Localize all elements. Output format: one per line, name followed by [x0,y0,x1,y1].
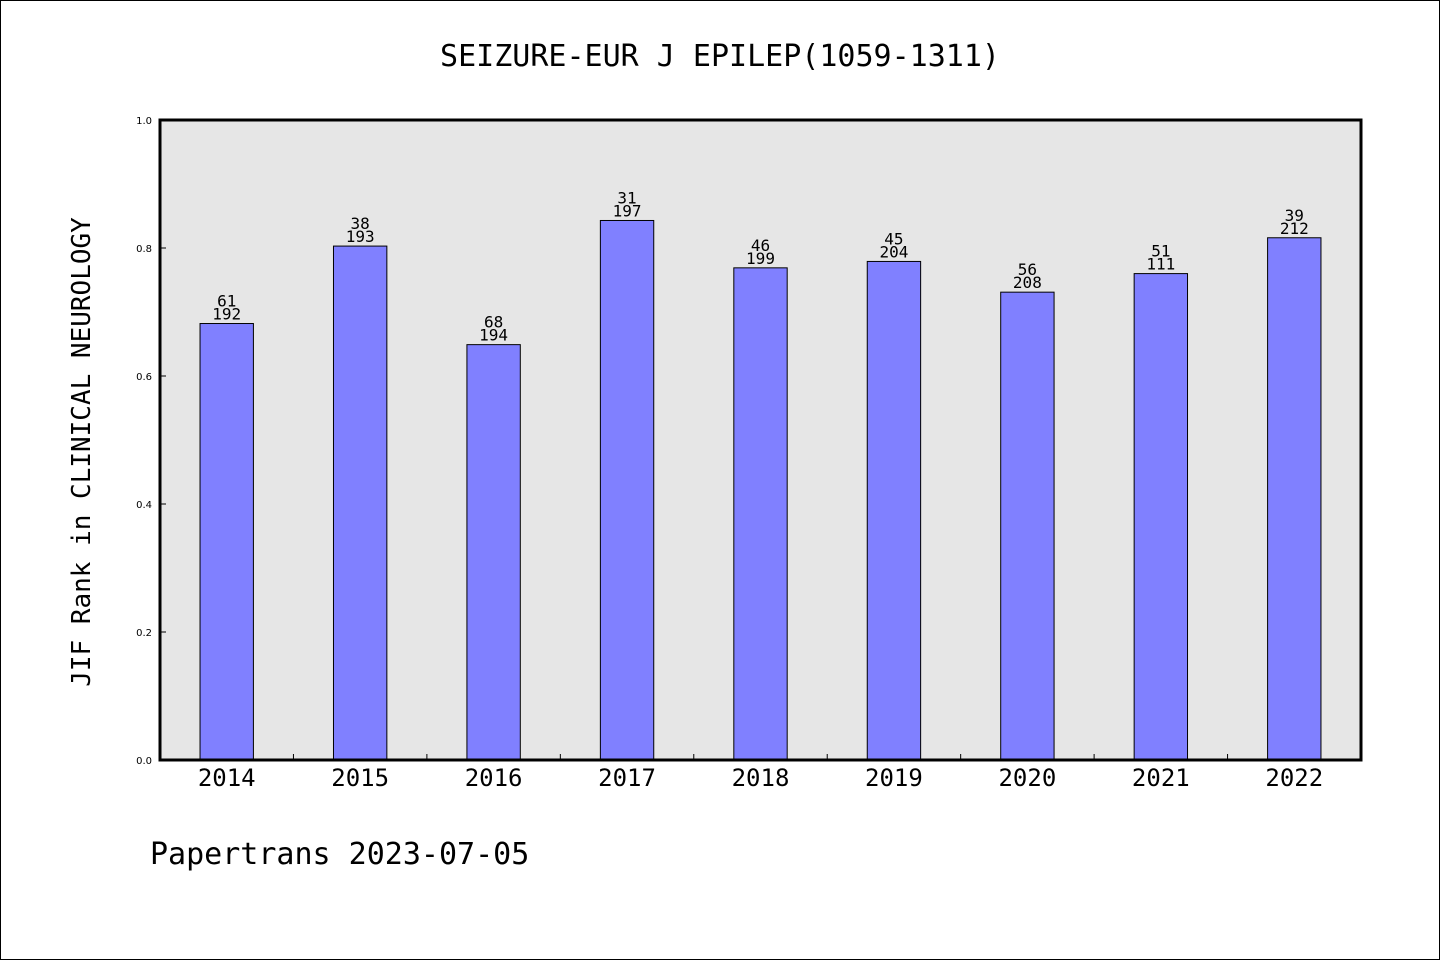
x-tick-label: 2021 [1132,764,1190,792]
bar-rank-label: 45 [884,229,903,248]
footer-credit: Papertrans 2023-07-05 [150,837,529,872]
bar-total-label: 194 [479,326,508,345]
bar-2015 [332,245,388,761]
y-tick-label: 0.4 [136,500,152,511]
bar-2017 [599,219,655,761]
x-tick-label: 2015 [331,764,389,792]
bar-total-label: 193 [346,227,375,246]
bar-series [199,219,1322,761]
x-tick-label: 2019 [865,764,923,792]
bar-rank-label: 68 [484,313,503,332]
bar-rank-label: 38 [351,214,370,233]
x-tick-label: 2016 [465,764,523,792]
y-tick-label: 0.0 [136,756,152,767]
bar-rank-label: 31 [617,188,636,207]
bar-total-label: 204 [879,242,908,261]
x-tick-label: 2018 [732,764,790,792]
bar-total-label: 197 [613,201,642,220]
bar-total-label: 212 [1280,219,1309,238]
bar-rank-label: 51 [1151,242,1170,261]
chart-title: SEIZURE-EUR J EPILEP(1059-1311) [440,39,1000,74]
y-tick-label: 0.2 [136,628,152,639]
bar-rank-label: 46 [751,236,770,255]
bar-rank-label: 56 [1018,260,1037,279]
bar-total-label: 111 [1146,255,1175,274]
x-tick-label: 2020 [998,764,1056,792]
bar-2020 [1000,291,1055,761]
plot-border [158,118,1363,762]
bar-total-label: 199 [746,249,775,268]
x-tick-label: 2017 [598,764,656,792]
x-axis-labels: 2014 2015 2016 2017 2018 2019 2020 2021 2022 [198,764,1323,792]
y-tick-label: 0.8 [136,244,152,255]
y-tick-label: 1.0 [136,116,152,127]
x-tick-label: 2022 [1265,764,1323,792]
bar-rank-label: 61 [217,292,236,311]
x-tick-label: 2014 [198,764,256,792]
bar-2019 [866,260,922,761]
bar-2014 [199,323,254,761]
bar-rank-label: 39 [1285,206,1304,225]
bar-2016 [466,344,521,761]
bar-2018 [733,267,788,761]
bar-total-label: 208 [1013,273,1042,292]
y-tick-label: 0.6 [136,372,152,383]
bar-2021 [1133,273,1189,761]
bar-2022 [1267,237,1322,761]
y-axis-label: JIF Rank in CLINICAL NEUROLOGY [67,217,97,687]
bar-total-label: 192 [212,305,241,324]
